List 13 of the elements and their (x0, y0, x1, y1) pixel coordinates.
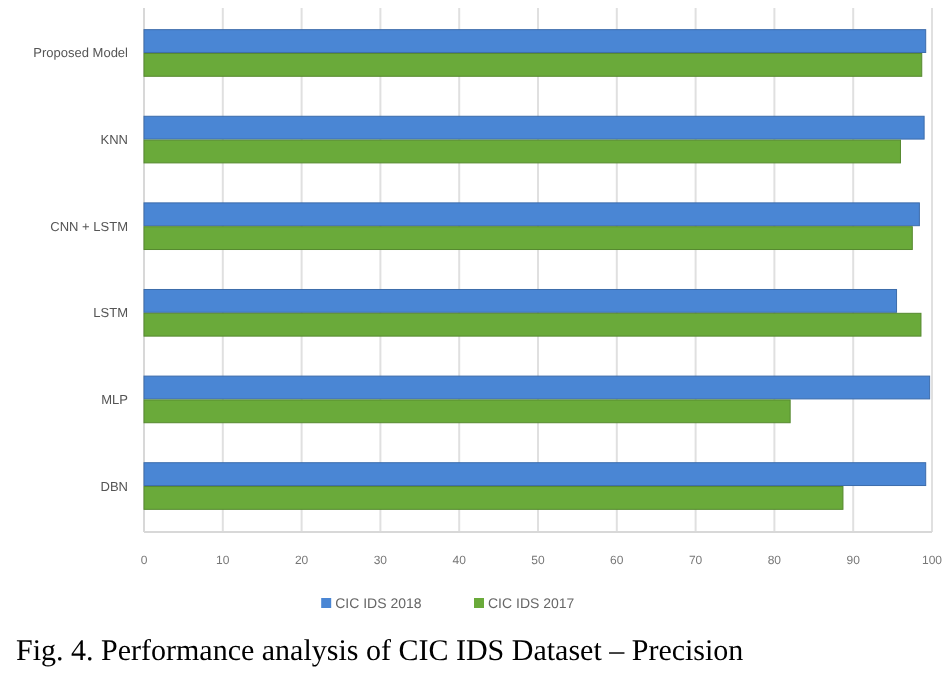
bar (143, 399, 791, 424)
bar (143, 139, 901, 164)
bar (143, 226, 913, 251)
bar (143, 29, 927, 53)
text: Fig. 4. Performance analysis of CIC IDS Dataset – Precision (16, 636, 745, 668)
bar (143, 312, 922, 337)
bar (143, 486, 844, 510)
bar (143, 202, 920, 227)
bar (143, 115, 925, 140)
bar (143, 52, 923, 77)
bar (143, 375, 931, 400)
bar (143, 462, 927, 487)
bar (143, 288, 898, 313)
